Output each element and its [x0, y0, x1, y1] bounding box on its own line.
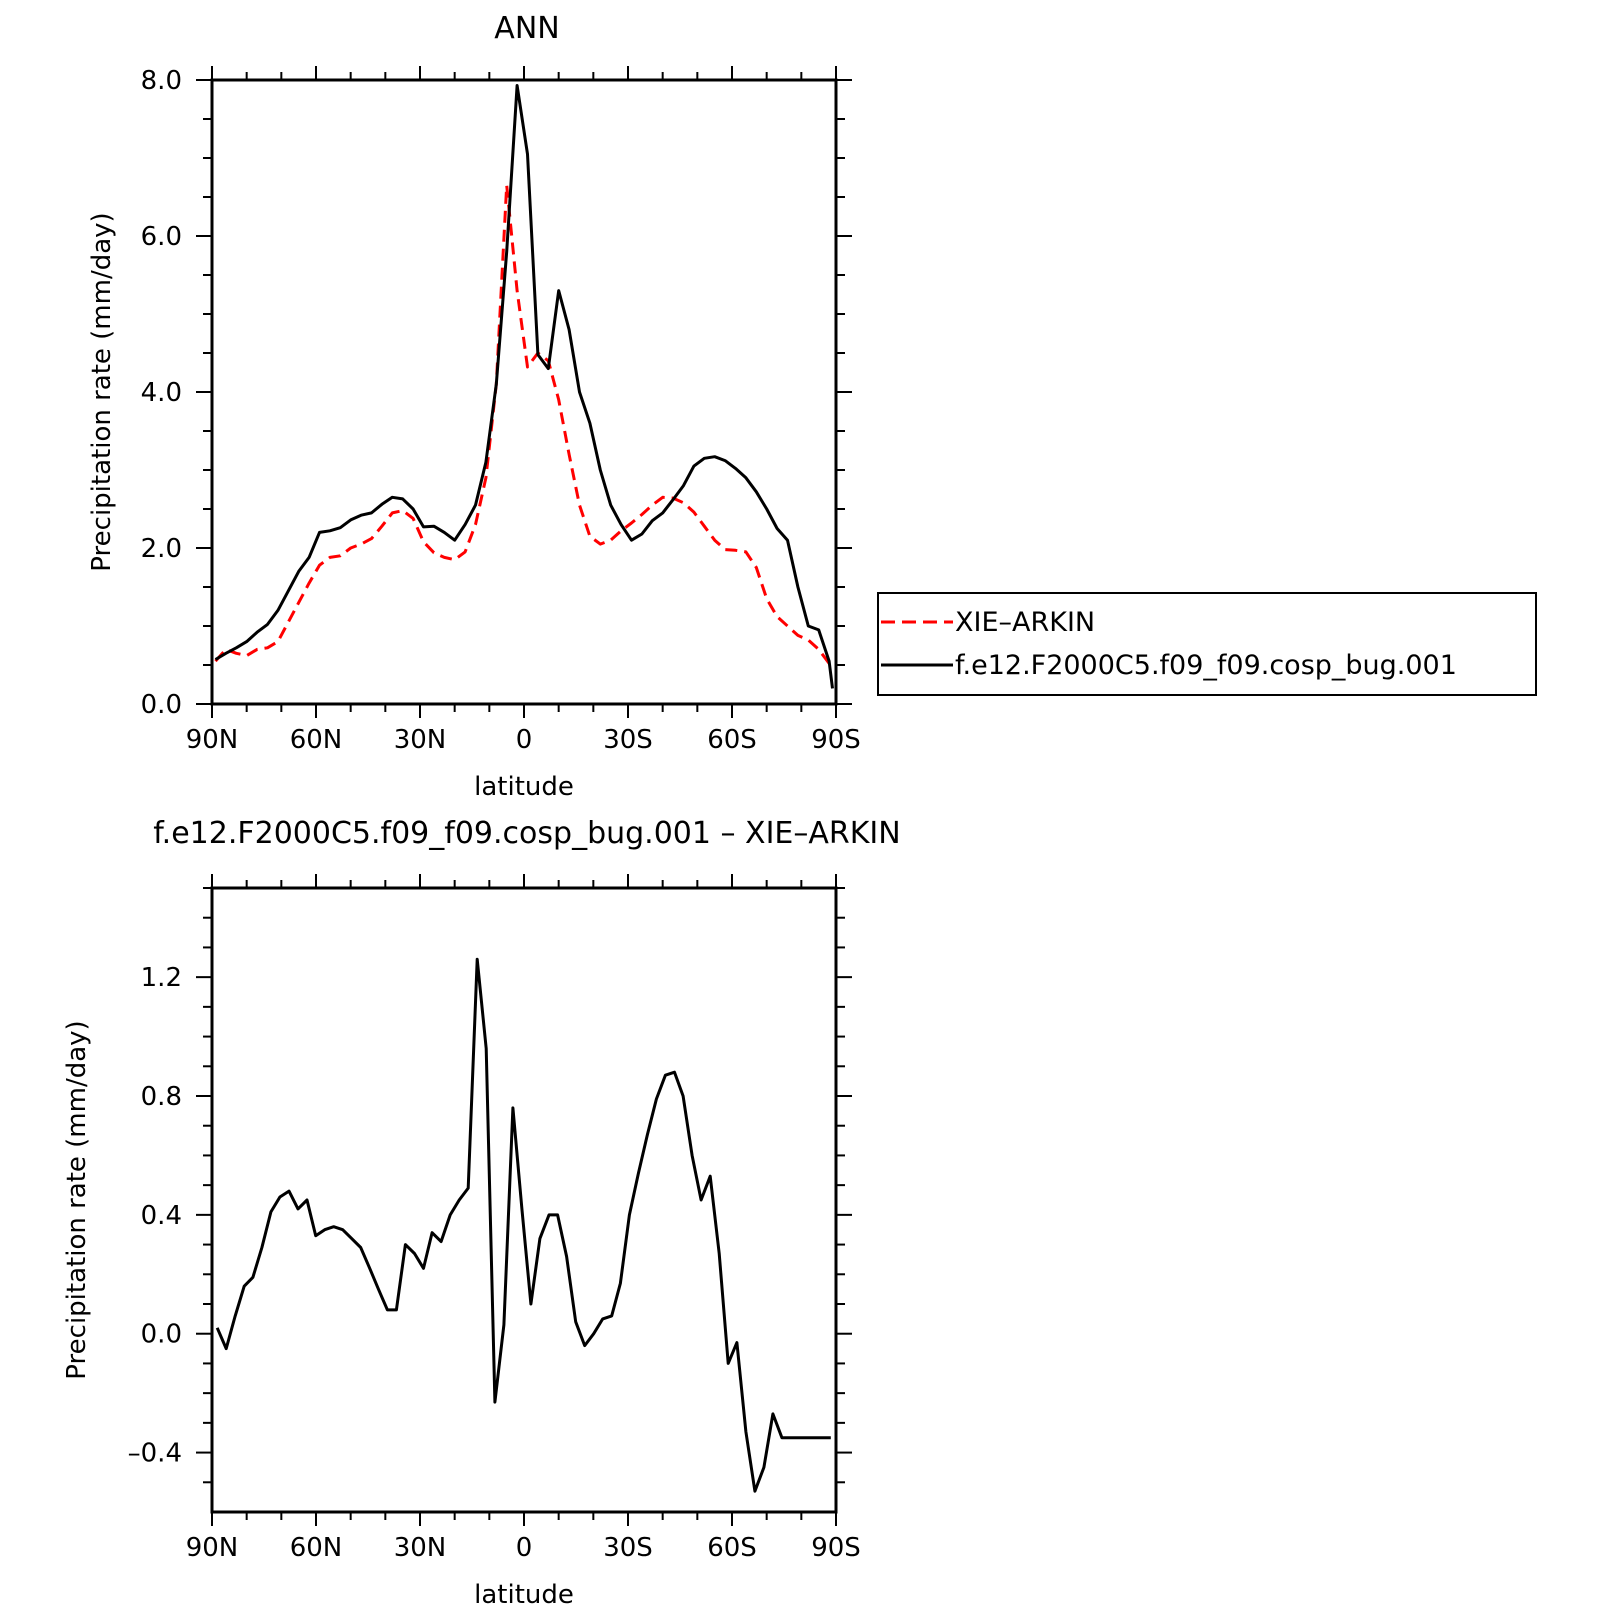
x-tick-label: 90N	[186, 725, 239, 755]
y-tick-label: 1.2	[141, 963, 182, 993]
y-tick-label: 6.0	[141, 222, 182, 252]
legend: XIE–ARKIN f.e12.F2000C5.f09_f09.cosp_bug…	[877, 592, 1537, 696]
x-tick-label: 30S	[603, 1533, 653, 1563]
x-tick-label: 60S	[707, 1533, 757, 1563]
x-tick-label: 60S	[707, 725, 757, 755]
y-tick-label: 0.0	[141, 1320, 182, 1350]
y-tick-label: 8.0	[141, 66, 182, 96]
x-tick-label: 0	[516, 725, 533, 755]
bottom-panel: f.e12.F2000C5.f09_f09.cosp_bug.001 – XIE…	[62, 816, 901, 1610]
bottom-panel-title: f.e12.F2000C5.f09_f09.cosp_bug.001 – XIE…	[153, 816, 900, 851]
y-tick-label: 2.0	[141, 534, 182, 564]
top-panel: ANN 90N 60N 30N 0 30S 60S 90S 0.0 2.0 4.0 6.0 8.0 l…	[87, 11, 1537, 802]
y-tick-label: –0.4	[128, 1439, 182, 1469]
bottom-x-axis-label: latitude	[474, 1580, 574, 1610]
top-plot-frame	[210, 78, 838, 706]
series-line-1-0	[215, 957, 831, 1493]
bottom-y-axis-label: Precipitation rate (mm/day)	[62, 1020, 92, 1379]
y-tick-label: 4.0	[141, 378, 182, 408]
top-panel-title: ANN	[494, 11, 559, 46]
top-x-axis-label: latitude	[474, 772, 574, 802]
x-tick-label: 30N	[394, 725, 447, 755]
y-tick-label: 0.0	[141, 690, 182, 720]
series-line-0-0	[214, 183, 834, 665]
legend-box	[877, 592, 1537, 696]
x-tick-label: 60N	[290, 725, 343, 755]
legend-label-xie-arkin: XIE–ARKIN	[955, 607, 1095, 638]
x-tick-label: 0	[516, 1533, 533, 1563]
legend-label-model: f.e12.F2000C5.f09_f09.cosp_bug.001	[955, 650, 1457, 681]
x-tick-label: 90S	[811, 725, 861, 755]
y-tick-label: 0.8	[141, 1082, 182, 1112]
x-tick-label: 90S	[811, 1533, 861, 1563]
x-tick-label: 60N	[290, 1533, 343, 1563]
x-tick-label: 30S	[603, 725, 653, 755]
y-tick-label: 0.4	[141, 1201, 182, 1231]
series-line-0-1	[214, 84, 834, 689]
x-tick-label: 30N	[394, 1533, 447, 1563]
x-tick-label: 90N	[186, 1533, 239, 1563]
top-y-axis-label: Precipitation rate (mm/day)	[87, 212, 117, 571]
